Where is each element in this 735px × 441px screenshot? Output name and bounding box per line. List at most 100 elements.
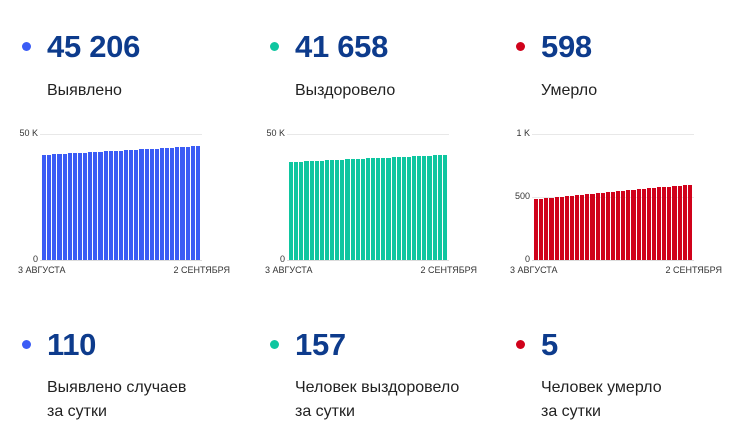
chart-bar[interactable] (605, 192, 610, 260)
chart-bar[interactable] (631, 189, 636, 260)
chart-bar[interactable] (365, 158, 370, 260)
chart-bar[interactable] (442, 155, 447, 260)
chart-bar[interactable] (687, 184, 692, 260)
chart-bar[interactable] (590, 193, 595, 260)
chart-bar[interactable] (682, 185, 687, 260)
chart-bar[interactable] (154, 148, 159, 260)
chart-bar[interactable] (195, 146, 200, 260)
chart-bar[interactable] (88, 152, 93, 260)
chart-bar[interactable] (646, 188, 651, 260)
chart-bar[interactable] (124, 150, 129, 260)
chart-bar[interactable] (304, 161, 309, 260)
chart-bar[interactable] (672, 186, 677, 260)
chart-bar[interactable] (324, 160, 329, 260)
chart-bar[interactable] (626, 190, 631, 260)
chart-bar[interactable] (314, 160, 319, 260)
chart-bar[interactable] (103, 151, 108, 260)
chart-bar[interactable] (381, 157, 386, 260)
chart-bar[interactable] (422, 155, 427, 260)
chart-bar[interactable] (401, 156, 406, 260)
chart-bar[interactable] (667, 186, 672, 260)
chart-bar[interactable] (554, 197, 559, 260)
chart-bar[interactable] (600, 192, 605, 260)
chart-bar[interactable] (159, 148, 164, 260)
chart-bar[interactable] (93, 152, 98, 260)
chart-bar[interactable] (621, 190, 626, 260)
chart-bar[interactable] (412, 156, 417, 260)
chart-bar[interactable] (98, 151, 103, 260)
chart-bar[interactable] (175, 147, 180, 260)
chart-bar[interactable] (657, 187, 662, 260)
chart-bar[interactable] (67, 153, 72, 260)
recovered-daily-label-line1: Человек выздоровело (295, 379, 460, 396)
chart-bar[interactable] (340, 159, 345, 260)
chart-bar[interactable] (134, 149, 139, 260)
chart-bar[interactable] (585, 194, 590, 260)
chart-bar[interactable] (360, 158, 365, 260)
chart-bar[interactable] (580, 194, 585, 260)
chart-bar[interactable] (386, 157, 391, 260)
stat-detected-daily: 110 Выявлено случаев за сутки (22, 328, 242, 428)
chart-bar[interactable] (539, 198, 544, 260)
chart-bar[interactable] (129, 149, 134, 260)
chart-bar[interactable] (350, 159, 355, 260)
chart-bar[interactable] (549, 197, 554, 260)
chart-bar[interactable] (72, 153, 77, 260)
chart-bar[interactable] (185, 146, 190, 260)
chart-bar[interactable] (651, 187, 656, 260)
chart-bars (534, 134, 692, 260)
chart-bar[interactable] (677, 185, 682, 260)
chart-bar[interactable] (662, 187, 667, 260)
chart-bar[interactable] (575, 195, 580, 260)
chart-bar[interactable] (52, 154, 57, 260)
chart-bar[interactable] (559, 196, 564, 260)
chart-bar[interactable] (636, 189, 641, 260)
chart-bar[interactable] (595, 193, 600, 260)
chart-bar[interactable] (57, 154, 62, 260)
chart-bar[interactable] (108, 151, 113, 260)
chart-bar[interactable] (170, 147, 175, 260)
chart-bar[interactable] (641, 188, 646, 260)
chart-bar[interactable] (180, 147, 185, 260)
chart-bar[interactable] (396, 157, 401, 260)
chart-bar[interactable] (118, 150, 123, 260)
chart-bar[interactable] (427, 155, 432, 260)
chart-bar[interactable] (62, 153, 67, 260)
recovered-daily-label-line2: за сутки (295, 403, 355, 420)
chart-bar[interactable] (335, 159, 340, 260)
chart-bar[interactable] (294, 161, 299, 260)
chart-bar[interactable] (299, 161, 304, 260)
chart-bar[interactable] (190, 146, 195, 260)
chart-bar[interactable] (564, 196, 569, 260)
chart-bar[interactable] (309, 161, 314, 260)
chart-bar[interactable] (417, 156, 422, 260)
chart-bar[interactable] (371, 158, 376, 260)
chart-bar[interactable] (77, 152, 82, 260)
chart-bar[interactable] (437, 155, 442, 260)
chart-bar[interactable] (47, 154, 52, 260)
chart-bar[interactable] (534, 199, 539, 260)
chart-bar[interactable] (616, 191, 621, 260)
chart-bar[interactable] (432, 155, 437, 260)
chart-bar[interactable] (165, 147, 170, 260)
chart-bar[interactable] (289, 161, 294, 260)
chart-bar[interactable] (355, 158, 360, 260)
x-tick-label-start: 3 АВГУСТА (265, 265, 313, 275)
chart-bar[interactable] (544, 198, 549, 260)
stat-died: 598 Умерло (516, 30, 735, 110)
chart-bar[interactable] (139, 149, 144, 260)
chart-bar[interactable] (376, 158, 381, 260)
chart-bar[interactable] (319, 160, 324, 260)
chart-bar[interactable] (391, 157, 396, 260)
chart-bar[interactable] (330, 160, 335, 260)
chart-bar[interactable] (83, 152, 88, 260)
chart-bar[interactable] (42, 154, 47, 260)
chart-bar[interactable] (610, 191, 615, 260)
chart-bar[interactable] (406, 156, 411, 260)
chart-bar[interactable] (144, 149, 149, 260)
chart-bar[interactable] (569, 195, 574, 260)
chart-bar[interactable] (113, 150, 118, 260)
died-daily-label-line1: Человек умерло (541, 379, 662, 396)
chart-bar[interactable] (149, 148, 154, 260)
chart-bar[interactable] (345, 159, 350, 260)
